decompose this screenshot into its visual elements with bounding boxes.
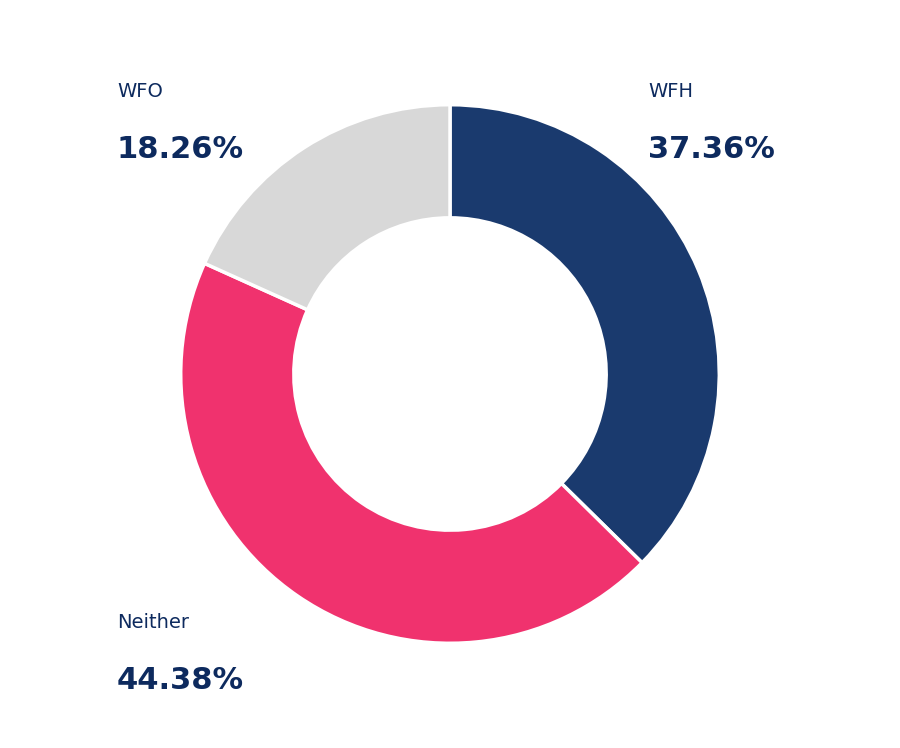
Text: 18.26%: 18.26%: [117, 135, 244, 164]
Text: WFO: WFO: [117, 82, 163, 101]
Wedge shape: [181, 263, 642, 643]
Text: 37.36%: 37.36%: [648, 135, 775, 164]
Text: WFH: WFH: [648, 82, 693, 101]
Wedge shape: [204, 105, 450, 310]
Wedge shape: [450, 105, 719, 562]
Text: 44.38%: 44.38%: [117, 666, 244, 695]
Text: Neither: Neither: [117, 613, 189, 632]
